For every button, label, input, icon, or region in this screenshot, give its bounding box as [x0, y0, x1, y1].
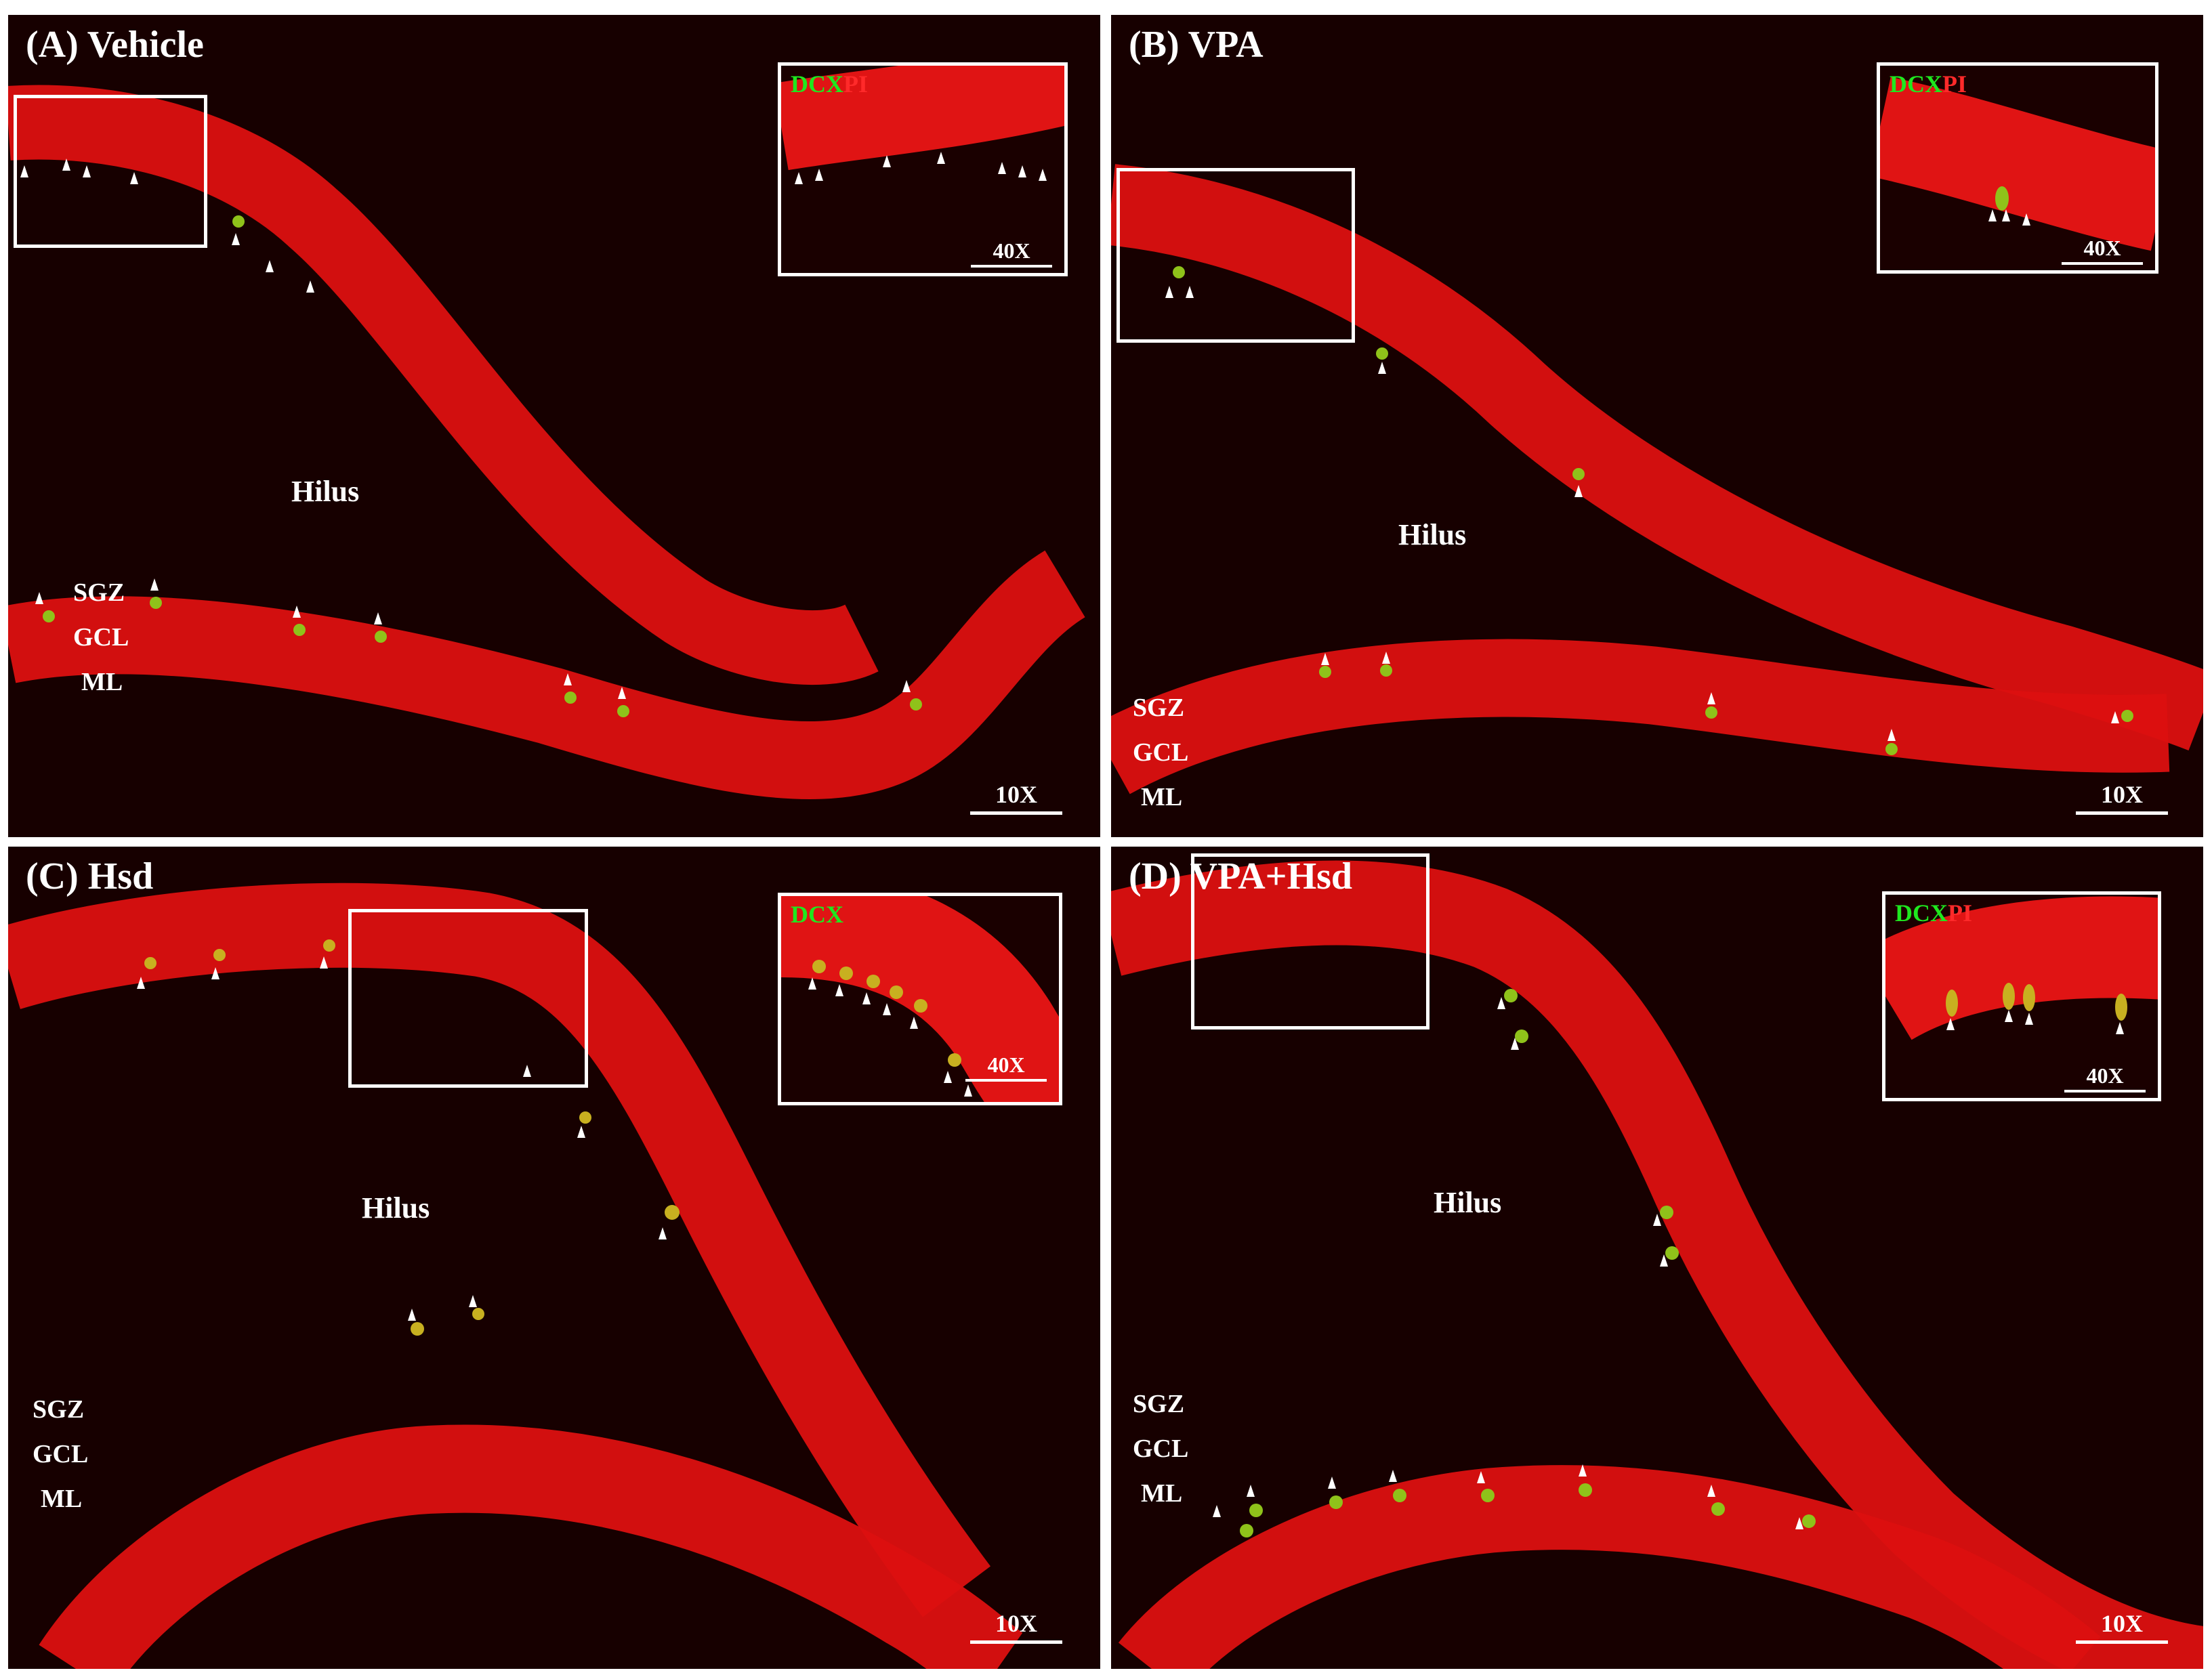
inset-40x: DCXPI 40X: [1877, 62, 2158, 274]
gcl-label: GCL: [1133, 1435, 1189, 1463]
zoom-region-box: [1191, 853, 1430, 1029]
stain-legend: DCXPI: [1895, 899, 1972, 927]
scale-bar-10x: 10X: [2076, 1609, 2168, 1644]
panel-hsd: (C) Hsd Hilus SGZ GCL ML 10X DCX 40X: [8, 847, 1100, 1669]
layer-labels: SGZ GCL ML: [1133, 1382, 1188, 1516]
hilus-label: Hilus: [291, 475, 360, 508]
panel-title: (A) Vehicle: [26, 24, 204, 66]
hilus-label: Hilus: [1398, 518, 1467, 551]
stain-legend: DCXPI: [791, 70, 868, 98]
micrograph-vpa-hsd: [1111, 860, 2203, 1669]
layer-labels: SGZ GCL ML: [1133, 685, 1188, 820]
layer-labels: SGZ GCL ML: [73, 570, 129, 704]
hilus-label: Hilus: [1434, 1186, 1502, 1219]
ml-label: ML: [81, 668, 123, 696]
scale-bar-line: [970, 1640, 1062, 1644]
layer-labels: SGZ GCL ML: [33, 1387, 88, 1521]
pi-legend: PI: [1948, 899, 1972, 927]
panel-title: (C) Hsd: [26, 855, 154, 897]
gcl-label: GCL: [1133, 738, 1189, 767]
scale-bar-40x: 40X: [971, 238, 1052, 268]
inset-scale-line: [965, 1079, 1047, 1082]
inset-scale-label: 40X: [993, 238, 1030, 263]
scale-bar-10x: 10X: [2076, 780, 2168, 815]
inset-40x: DCXPI 40X: [778, 62, 1068, 276]
scale-label: 10X: [2101, 1610, 2143, 1637]
inset-micrograph: [781, 66, 1064, 184]
scale-label: 10X: [2101, 781, 2143, 808]
inset-scale-line: [2064, 1090, 2146, 1092]
sgz-label: SGZ: [1133, 1390, 1185, 1418]
micrograph-vpa: [1111, 164, 2203, 794]
dcx-legend: DCX: [1890, 70, 1942, 98]
inset-scale-label: 40X: [2083, 236, 2121, 260]
panel-title: (B) VPA: [1129, 24, 1264, 66]
scale-bar-line: [970, 811, 1062, 815]
stain-legend: DCXPI: [1890, 70, 1967, 98]
dcx-legend: DCX: [791, 901, 843, 928]
ml-label: ML: [41, 1485, 83, 1513]
inset-micrograph: [1885, 896, 2158, 1041]
sgz-label: SGZ: [33, 1395, 85, 1424]
scale-bar-40x: 40X: [2062, 236, 2143, 265]
panel-vehicle: (A) Vehicle Hilus SGZ GCL ML 10X DCXPI 4…: [8, 15, 1100, 837]
panel-vpa-hsd: (D) VPA+Hsd Hilus SGZ GCL ML 10X DCXPI 4…: [1111, 847, 2203, 1669]
scale-bar-line: [2076, 811, 2168, 815]
micrograph-vehicle: [8, 85, 1087, 799]
zoom-region-box: [14, 95, 207, 248]
micrograph-hsd: [8, 883, 1024, 1669]
scale-bar-40x: 40X: [2064, 1063, 2146, 1092]
hilus-label: Hilus: [362, 1191, 430, 1225]
scale-label: 10X: [995, 1610, 1037, 1637]
zoom-region-box: [1117, 168, 1355, 343]
gcl-label: GCL: [33, 1440, 89, 1468]
scale-bar-40x: 40X: [965, 1053, 1047, 1082]
inset-40x: DCX 40X: [778, 893, 1062, 1105]
pi-legend: PI: [1942, 70, 1967, 98]
sgz-label: SGZ: [73, 578, 125, 607]
pi-legend: PI: [843, 70, 868, 98]
scale-bar-line: [2076, 1640, 2168, 1644]
scale-bar-10x: 10X: [970, 780, 1062, 815]
scale-bar-10x: 10X: [970, 1609, 1062, 1644]
dcx-legend: DCX: [791, 70, 843, 98]
gcl-label: GCL: [73, 623, 129, 652]
panel-title: (D) VPA+Hsd: [1129, 855, 1353, 897]
inset-scale-line: [971, 265, 1052, 268]
sgz-label: SGZ: [1133, 694, 1185, 722]
inset-micrograph: [1880, 77, 2155, 251]
ml-label: ML: [1141, 783, 1183, 811]
inset-micrograph: [781, 896, 1059, 1102]
zoom-region-box: [348, 909, 588, 1088]
scale-label: 10X: [995, 781, 1037, 808]
ml-label: ML: [1141, 1479, 1183, 1508]
dcx-legend: DCX: [1895, 899, 1948, 927]
stain-legend: DCX: [791, 900, 843, 929]
arrowhead-group: [20, 158, 911, 699]
panel-vpa: (B) VPA Hilus SGZ GCL ML 10X DCXPI 40X: [1111, 15, 2203, 837]
inset-scale-label: 40X: [987, 1053, 1025, 1077]
inset-40x: DCXPI 40X: [1882, 891, 2161, 1101]
inset-scale-label: 40X: [2086, 1063, 2124, 1088]
dcx-cell-group: [43, 215, 922, 717]
inset-scale-line: [2062, 262, 2143, 265]
